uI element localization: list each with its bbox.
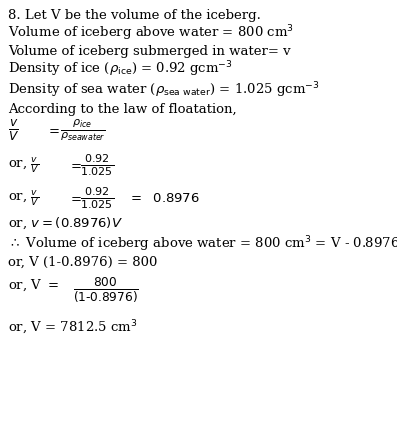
Text: $\frac{0.92}{1.025}$: $\frac{0.92}{1.025}$ [80, 152, 114, 178]
Text: Volume of iceberg submerged in water= v: Volume of iceberg submerged in water= v [8, 44, 291, 57]
Text: 8. Let V be the volume of the iceberg.: 8. Let V be the volume of the iceberg. [8, 8, 261, 21]
Text: Volume of iceberg above water = 800 cm$^3$: Volume of iceberg above water = 800 cm$^… [8, 23, 294, 43]
Text: $\frac{0.92}{1.025}$: $\frac{0.92}{1.025}$ [80, 185, 114, 211]
Text: $\therefore$ Volume of iceberg above water = 800 cm$^3$ = V - 0.8976 V: $\therefore$ Volume of iceberg above wat… [8, 234, 397, 254]
Text: or, V $=$: or, V $=$ [8, 277, 59, 293]
Text: $=$: $=$ [68, 158, 82, 171]
Text: Density of sea water ($\rho_{\rm sea\ water}$) = 1.025 gcm$^{-3}$: Density of sea water ($\rho_{\rm sea\ wa… [8, 80, 320, 100]
Text: or, $\frac{v}{V}$: or, $\frac{v}{V}$ [8, 155, 40, 175]
Text: $\frac{\rho_{ice}}{\rho_{seawater}}$: $\frac{\rho_{ice}}{\rho_{seawater}}$ [60, 117, 106, 143]
Text: $\frac{800}{(1\text{-}0.8976)}$: $\frac{800}{(1\text{-}0.8976)}$ [73, 275, 139, 304]
Text: or, V (1-0.8976) = 800: or, V (1-0.8976) = 800 [8, 255, 157, 268]
Text: $=\ \ 0.8976$: $=\ \ 0.8976$ [128, 191, 200, 205]
Text: or, $v = (0.8976)V$: or, $v = (0.8976)V$ [8, 215, 123, 231]
Text: or, $\frac{v}{V}$: or, $\frac{v}{V}$ [8, 188, 40, 208]
Text: or, V = 7812.5 cm$^3$: or, V = 7812.5 cm$^3$ [8, 319, 138, 337]
Text: Density of ice ($\rho_{\rm ice}$) = 0.92 gcm$^{-3}$: Density of ice ($\rho_{\rm ice}$) = 0.92… [8, 59, 233, 79]
Text: $\frac{v}{V}$: $\frac{v}{V}$ [8, 117, 19, 143]
Text: $=$: $=$ [68, 191, 82, 205]
Text: $=$: $=$ [46, 124, 60, 137]
Text: According to the law of floatation,: According to the law of floatation, [8, 104, 237, 117]
